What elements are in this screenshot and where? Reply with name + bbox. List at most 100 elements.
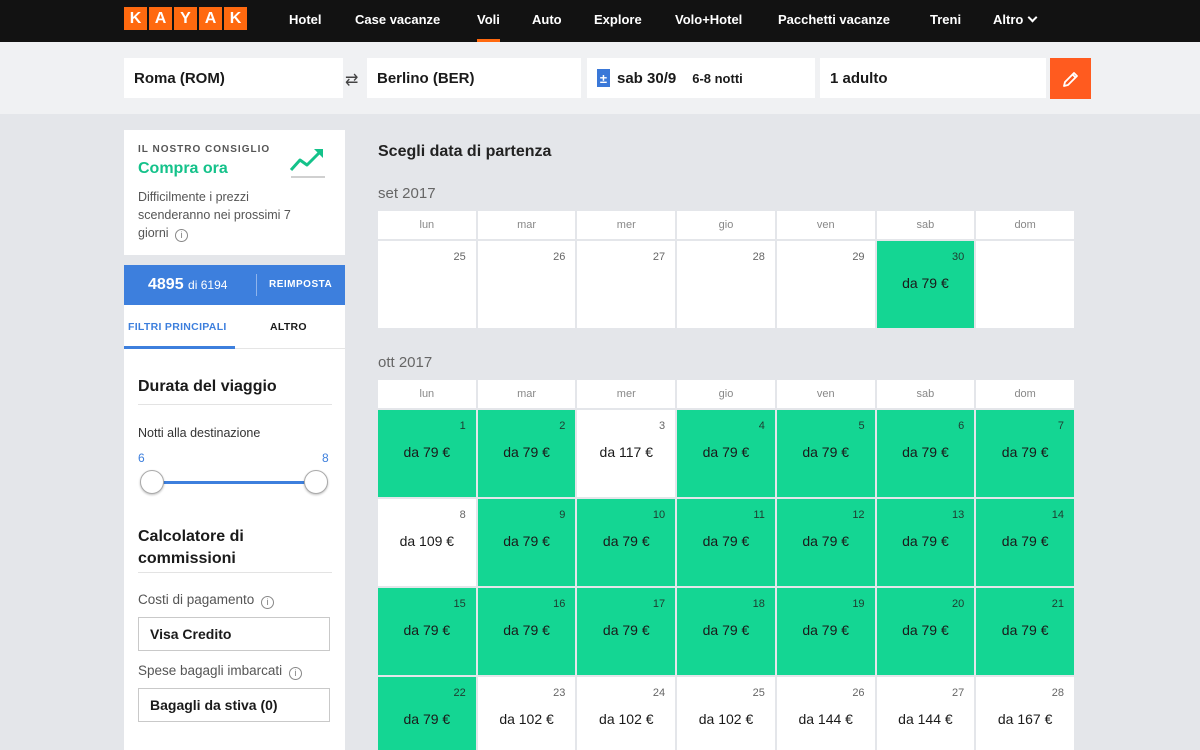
calendar-day-cell[interactable]: 5 da 79 € (776, 410, 875, 497)
chevron-down-icon (1027, 12, 1038, 23)
advice-heading: IL NOSTRO CONSIGLIO (138, 144, 271, 155)
calendar-day-cell[interactable]: 27 (577, 241, 676, 328)
calendar-day-cell[interactable]: 15 da 79 € (378, 588, 476, 675)
calendar-title: Scegli data di partenza (378, 143, 552, 160)
calendar-day-cell[interactable]: 6 da 79 € (876, 410, 975, 497)
day-price: da 167 € (997, 711, 1053, 727)
date-value: sab 30/9 (617, 69, 677, 87)
day-number: 7 (1057, 420, 1064, 432)
day-number: 27 (652, 251, 666, 263)
payment-method-select[interactable]: Visa Credito (138, 617, 330, 651)
fee-calculator-title: Calcolatore di commissioni (138, 528, 244, 567)
calendar-day-cell[interactable]: 3 da 117 € (577, 410, 676, 497)
day-price: da 79 € (1001, 533, 1049, 549)
logo-letter: A (149, 7, 172, 30)
edit-search-button[interactable] (1050, 58, 1091, 99)
weekday-header: mer (577, 211, 676, 239)
calendar-day-cell[interactable]: 17 da 79 € (577, 588, 676, 675)
day-price: da 79 € (503, 444, 550, 460)
month-label: set 2017 (378, 185, 436, 202)
calendar-day-cell[interactable]: 28 (677, 241, 775, 328)
swap-icon[interactable]: ⇄ (345, 72, 359, 89)
travelers-field[interactable]: 1 adulto (820, 58, 1046, 98)
divider (138, 572, 332, 573)
calendar-day-cell[interactable]: 22 da 79 € (378, 677, 476, 750)
nights-slider-max-handle[interactable] (304, 470, 328, 494)
nav-item-voli[interactable]: Voli (477, 0, 500, 42)
weekday-header: mar (477, 211, 576, 239)
calendar-day-cell[interactable]: 30 da 79 € (876, 241, 975, 328)
calendar-day-cell[interactable]: 28 da 167 € (976, 677, 1074, 750)
calendar-day-cell[interactable]: 29 (776, 241, 875, 328)
baggage-select[interactable]: Bagagli da stiva (0) (138, 688, 330, 722)
calendar-day-cell[interactable]: 14 da 79 € (976, 499, 1074, 586)
day-number: 15 (453, 598, 466, 610)
calendar-day-cell[interactable]: 7 da 79 € (976, 410, 1074, 497)
nights-slider-min-handle[interactable] (140, 470, 164, 494)
calendar-day-cell[interactable]: 1 da 79 € (378, 410, 476, 497)
calendar-day-cell[interactable]: 10 da 79 € (577, 499, 676, 586)
day-price: da 109 € (399, 533, 455, 549)
day-number: 9 (559, 509, 566, 521)
weekday-header: gio (677, 380, 775, 408)
calendar-day-cell[interactable]: 16 da 79 € (477, 588, 576, 675)
weekday-header: lun (378, 380, 476, 408)
calendar-day-cell[interactable]: 13 da 79 € (876, 499, 975, 586)
results-count-number: 4895 (148, 276, 184, 293)
day-number: 5 (858, 420, 865, 432)
calendar-day-cell[interactable]: 27 da 144 € (876, 677, 975, 750)
nights-value: 6-8 notti (692, 70, 743, 86)
info-icon[interactable]: i (288, 666, 302, 680)
origin-field[interactable]: Roma (ROM) (124, 58, 343, 98)
nav-item-auto[interactable]: Auto (532, 12, 562, 27)
nav-item-pacchetti-vacanze[interactable]: Pacchetti vacanze (778, 12, 891, 27)
tab-altro[interactable]: ALTRO (270, 321, 307, 333)
weekday-header: dom (976, 211, 1074, 239)
month-label: ott 2017 (378, 354, 433, 371)
calendar-day-cell[interactable]: 24 da 102 € (577, 677, 676, 750)
day-number: 10 (652, 509, 666, 521)
info-icon[interactable]: i (261, 595, 275, 609)
calendar-day-cell[interactable]: 8 da 109 € (378, 499, 476, 586)
calendar-day-cell[interactable]: 26 da 144 € (776, 677, 875, 750)
day-number: 17 (652, 598, 666, 610)
day-price: da 79 € (403, 622, 451, 638)
nights-min-value: 6 (138, 451, 145, 465)
nav-item-treni[interactable]: Treni (930, 12, 962, 27)
date-field[interactable]: ± sab 30/9 6-8 notti (587, 58, 815, 98)
calendar-day-cell[interactable]: 2 da 79 € (477, 410, 576, 497)
calendar-day-cell[interactable]: 12 da 79 € (776, 499, 875, 586)
calendar-day-cell[interactable]: 23 da 102 € (477, 677, 576, 750)
day-number: 12 (852, 509, 865, 521)
nav-item-explore[interactable]: Explore (594, 12, 642, 27)
day-number: 14 (1051, 509, 1064, 521)
weekday-header: dom (976, 380, 1074, 408)
calendar-day-cell[interactable]: 25 (378, 241, 476, 328)
calendar-day-cell[interactable]: 25 da 102 € (677, 677, 775, 750)
calendar-day-cell[interactable]: 20 da 79 € (876, 588, 975, 675)
nav-item-hotel[interactable]: Hotel (289, 12, 322, 27)
tab-filtri-principali[interactable]: FILTRI PRINCIPALI (128, 321, 227, 333)
day-price: da 79 € (802, 444, 850, 460)
calendar-day-cell[interactable]: 4 da 79 € (677, 410, 775, 497)
nav-item-case-vacanze[interactable]: Case vacanze (355, 12, 441, 27)
nights-slider-track[interactable] (150, 481, 316, 484)
nav-item-altro-label: Altro (993, 12, 1024, 27)
calendar-day-cell[interactable]: 19 da 79 € (776, 588, 875, 675)
calendar-day-cell[interactable]: 11 da 79 € (677, 499, 775, 586)
calendar-day-cell[interactable]: 18 da 79 € (677, 588, 775, 675)
kayak-logo[interactable]: K A Y A K (124, 7, 247, 30)
month-calendar-grid: lun mar mer gio ven sab dom 25 26 27 28 29 30 da 79 € (378, 211, 1074, 328)
calendar-day-cell[interactable]: 26 (477, 241, 576, 328)
nav-item-altro[interactable]: Altro (993, 0, 1038, 42)
nav-item-volo-hotel[interactable]: Volo+Hotel (675, 12, 743, 27)
info-icon[interactable]: i (175, 228, 189, 242)
destination-field[interactable]: Berlino (BER) (367, 58, 581, 98)
month-calendar-grid: lun mar mer gio ven sab dom 1 da 79 € 2 da 79 € 3 da… (378, 380, 1074, 750)
calendar-day-cell[interactable]: 9 da 79 € (477, 499, 576, 586)
calendar-flex-icon: ± (597, 69, 610, 87)
calendar-day-cell[interactable]: 21 da 79 € (976, 588, 1074, 675)
search-form: Roma (ROM) ⇄ Berlino (BER) ± sab 30/9 6-… (0, 42, 1200, 114)
reset-filters-button[interactable]: REIMPOSTA (256, 274, 332, 296)
results-count-bar: 4895 di 6194 REIMPOSTA (124, 265, 345, 305)
